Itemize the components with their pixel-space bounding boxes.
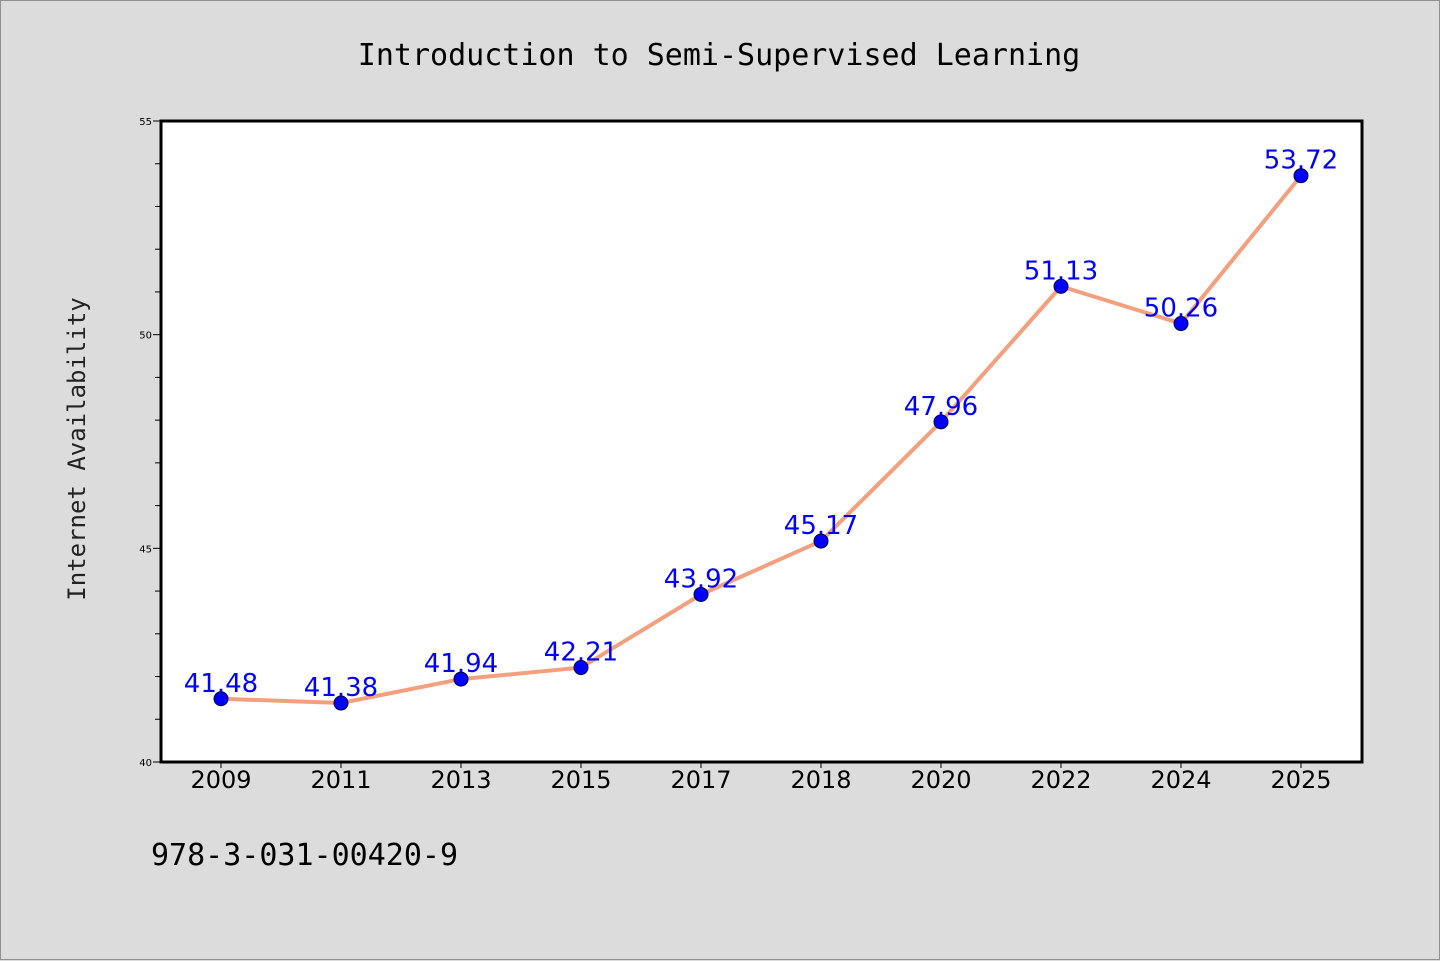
plot-area <box>159 119 1364 764</box>
y-tick-label: 45 <box>139 544 152 555</box>
data-point <box>573 660 589 676</box>
x-tick-label: 2009 <box>190 766 251 794</box>
data-label: 42.21 <box>544 638 618 668</box>
x-tick-label: 2024 <box>1150 766 1211 794</box>
series-line <box>219 173 1303 706</box>
x-tick-label: 2018 <box>790 766 851 794</box>
x-tick-label: 2020 <box>910 766 971 794</box>
data-label: 41.38 <box>304 673 378 703</box>
y-axis-label: Internet Availability <box>63 297 91 600</box>
data-point <box>1053 278 1069 294</box>
data-point <box>813 533 829 549</box>
x-tick-label: 2025 <box>1270 766 1331 794</box>
data-point <box>213 691 229 707</box>
data-label: 47.96 <box>904 392 978 422</box>
data-label: 41.48 <box>184 669 258 699</box>
y-tick-label: 55 <box>139 117 152 128</box>
data-label: 45.17 <box>784 511 858 541</box>
y-tick-label: 50 <box>139 331 152 342</box>
data-label: 50.26 <box>1144 294 1218 324</box>
data-label: 51.13 <box>1024 256 1098 286</box>
chart-title: Introduction to Semi-Supervised Learning <box>358 38 1080 73</box>
series-layer: 41.48 41.38 41.94 42.21 43.92 45.17 47.96 51.13… <box>184 146 1338 711</box>
data-label: 43.92 <box>664 564 738 594</box>
data-point <box>1293 168 1309 184</box>
x-tick-label: 2013 <box>430 766 491 794</box>
data-label: 41.94 <box>424 649 498 679</box>
isbn-text: 978-3-031-00420-9 <box>151 838 458 873</box>
data-label: 53.72 <box>1264 146 1338 176</box>
x-tick-label: 2011 <box>310 766 371 794</box>
data-point <box>453 671 469 687</box>
x-tick-label: 2017 <box>670 766 731 794</box>
data-point <box>933 414 949 430</box>
data-point <box>333 695 349 711</box>
data-point <box>693 586 709 602</box>
x-tick-label: 2022 <box>1030 766 1091 794</box>
y-axis: 40 45 50 55 <box>139 117 161 769</box>
data-point <box>1173 316 1189 332</box>
x-tick-label: 2015 <box>550 766 611 794</box>
x-axis: 2009 2011 2013 2015 2017 2018 2020 2022 2024 2025 <box>190 762 1332 794</box>
y-tick-label: 40 <box>139 758 152 769</box>
